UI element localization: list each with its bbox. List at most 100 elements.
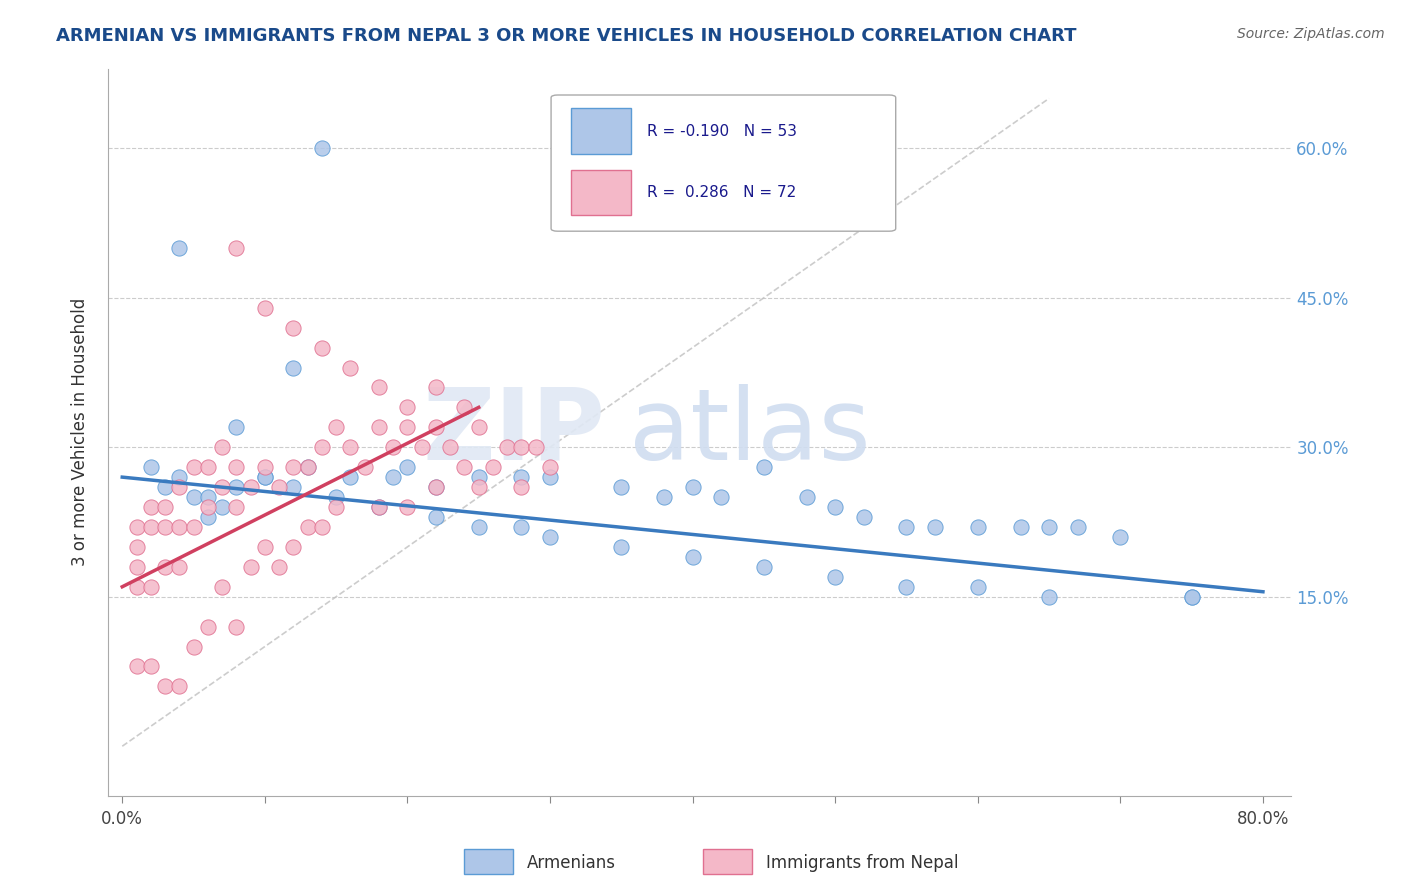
Point <box>153 500 176 514</box>
Text: Armenians: Armenians <box>527 855 616 872</box>
Point <box>125 559 148 574</box>
Point <box>125 659 148 673</box>
Point <box>269 559 291 574</box>
Point <box>339 440 361 454</box>
Point <box>353 460 375 475</box>
Point <box>467 480 489 494</box>
Point <box>197 500 219 514</box>
Point <box>297 460 319 475</box>
Point <box>453 401 475 415</box>
Point <box>169 680 191 694</box>
Point <box>425 380 447 394</box>
Point <box>924 520 946 534</box>
Point <box>752 559 775 574</box>
Point <box>1066 520 1088 534</box>
Point <box>510 470 533 484</box>
Point <box>253 470 276 484</box>
Point <box>183 640 205 654</box>
Point <box>283 460 305 475</box>
Text: atlas: atlas <box>628 384 870 481</box>
Point <box>125 520 148 534</box>
Point <box>139 500 162 514</box>
Point <box>283 480 305 494</box>
Point <box>367 420 389 434</box>
Point <box>225 460 247 475</box>
Point <box>169 470 191 484</box>
Point <box>752 460 775 475</box>
Point <box>510 480 533 494</box>
Point <box>297 460 319 475</box>
Point <box>169 520 191 534</box>
Point <box>524 440 547 454</box>
Point <box>610 480 633 494</box>
Point <box>467 520 489 534</box>
Point <box>197 619 219 633</box>
Point <box>382 470 405 484</box>
Point <box>1038 520 1060 534</box>
Point <box>253 540 276 554</box>
Point <box>652 490 675 504</box>
Point <box>211 440 233 454</box>
Point <box>139 520 162 534</box>
Text: ZIP: ZIP <box>422 384 605 481</box>
Point <box>1181 590 1204 604</box>
Point <box>852 510 875 524</box>
Point <box>538 460 561 475</box>
Point <box>239 480 262 494</box>
Point <box>225 480 247 494</box>
Point <box>425 480 447 494</box>
Point <box>538 470 561 484</box>
Point <box>139 659 162 673</box>
Point <box>396 401 419 415</box>
Point <box>211 500 233 514</box>
Point <box>239 559 262 574</box>
Point <box>325 420 347 434</box>
Point <box>467 420 489 434</box>
Point <box>211 580 233 594</box>
Point <box>269 480 291 494</box>
Y-axis label: 3 or more Vehicles in Household: 3 or more Vehicles in Household <box>72 298 89 566</box>
Point <box>311 341 333 355</box>
Point <box>396 460 419 475</box>
Point <box>367 500 389 514</box>
Point <box>896 580 918 594</box>
Point <box>311 440 333 454</box>
Point <box>183 460 205 475</box>
Point <box>225 420 247 434</box>
Point <box>425 420 447 434</box>
Point <box>1109 530 1132 544</box>
Point <box>283 320 305 334</box>
Point <box>169 480 191 494</box>
Point <box>197 510 219 524</box>
Point <box>311 520 333 534</box>
Point <box>225 500 247 514</box>
Point <box>153 680 176 694</box>
Point <box>153 520 176 534</box>
Point <box>283 360 305 375</box>
Point <box>538 530 561 544</box>
Point <box>1010 520 1032 534</box>
Point <box>510 440 533 454</box>
Point <box>297 520 319 534</box>
Point <box>253 301 276 315</box>
Point <box>197 460 219 475</box>
Point <box>411 440 433 454</box>
Point <box>253 460 276 475</box>
Point <box>824 570 846 584</box>
Point <box>139 460 162 475</box>
Point <box>139 580 162 594</box>
Point <box>125 540 148 554</box>
Point <box>283 540 305 554</box>
Point <box>425 480 447 494</box>
Point <box>125 580 148 594</box>
Point <box>367 380 389 394</box>
Point <box>482 460 505 475</box>
Point <box>225 241 247 255</box>
Point <box>311 141 333 155</box>
Point <box>325 490 347 504</box>
Point <box>339 470 361 484</box>
Point <box>1181 590 1204 604</box>
Point <box>510 520 533 534</box>
Point <box>496 440 519 454</box>
Point <box>253 470 276 484</box>
